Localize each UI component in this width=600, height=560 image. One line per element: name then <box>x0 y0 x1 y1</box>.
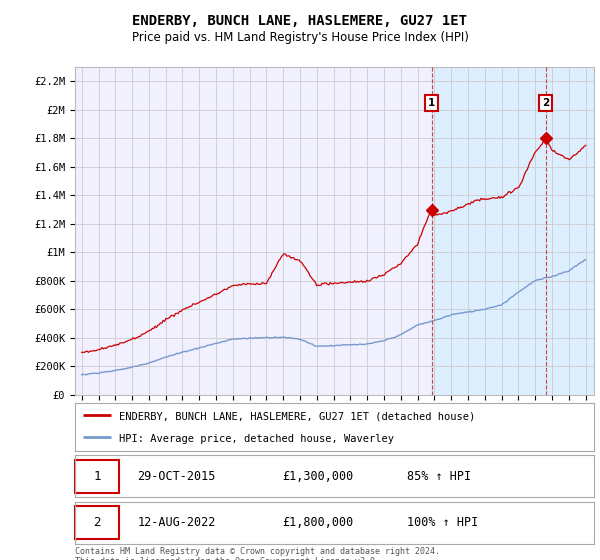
Text: 1: 1 <box>428 98 435 108</box>
Text: Price paid vs. HM Land Registry's House Price Index (HPI): Price paid vs. HM Land Registry's House … <box>131 31 469 44</box>
Text: 2: 2 <box>94 516 101 529</box>
Text: ENDERBY, BUNCH LANE, HASLEMERE, GU27 1ET: ENDERBY, BUNCH LANE, HASLEMERE, GU27 1ET <box>133 14 467 28</box>
Text: 29-OCT-2015: 29-OCT-2015 <box>137 470 215 483</box>
Text: £1,800,000: £1,800,000 <box>283 516 354 529</box>
Text: 100% ↑ HPI: 100% ↑ HPI <box>407 516 478 529</box>
FancyBboxPatch shape <box>75 460 119 493</box>
Text: 85% ↑ HPI: 85% ↑ HPI <box>407 470 471 483</box>
Text: £1,300,000: £1,300,000 <box>283 470 354 483</box>
Text: 2: 2 <box>542 98 549 108</box>
Text: 12-AUG-2022: 12-AUG-2022 <box>137 516 215 529</box>
FancyBboxPatch shape <box>75 506 119 539</box>
Text: 1: 1 <box>94 470 101 483</box>
Bar <box>431 67 594 395</box>
Text: ENDERBY, BUNCH LANE, HASLEMERE, GU27 1ET (detached house): ENDERBY, BUNCH LANE, HASLEMERE, GU27 1ET… <box>119 412 475 422</box>
Text: Contains HM Land Registry data © Crown copyright and database right 2024.
This d: Contains HM Land Registry data © Crown c… <box>75 547 440 560</box>
Text: HPI: Average price, detached house, Waverley: HPI: Average price, detached house, Wave… <box>119 434 394 444</box>
